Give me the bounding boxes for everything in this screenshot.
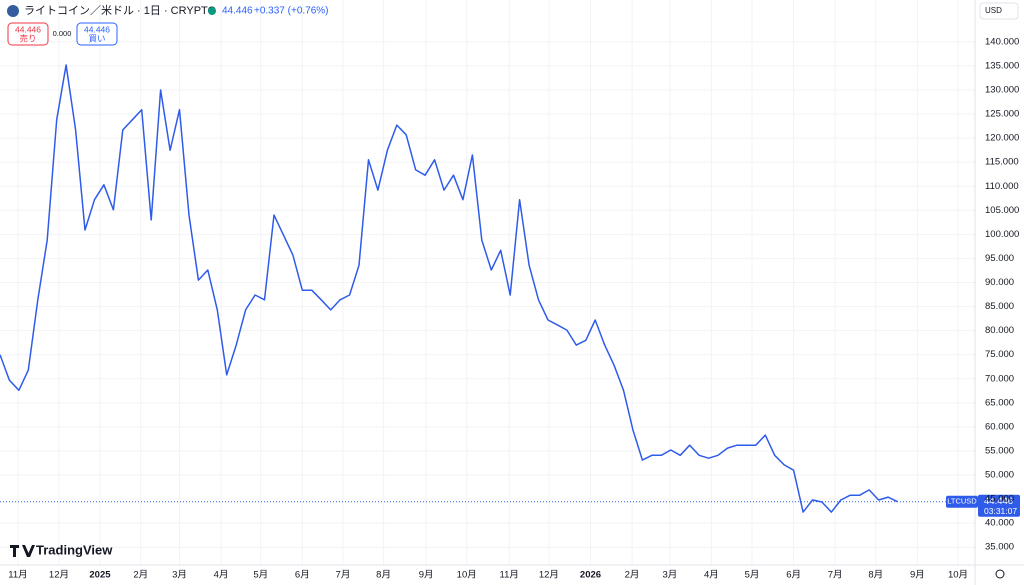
price-tag-box (978, 494, 1020, 517)
symbol-title: ライトコイン／米ドル · 1日 · CRYPTO (24, 4, 217, 17)
x-tick-label: 12月 (539, 570, 559, 581)
x-tick-label: 9月 (910, 570, 925, 581)
x-tick-label: 11月 (500, 570, 519, 581)
y-tick-label: 55.000 (985, 445, 1014, 456)
y-tick-label: 125.000 (985, 109, 1019, 120)
x-tick-label: 4月 (214, 570, 229, 581)
symbol-tag (946, 495, 978, 508)
x-tick-label: 8月 (376, 570, 391, 581)
y-tick-label: 70.000 (985, 373, 1014, 384)
price-tag-countdown: 03:31:07 (984, 506, 1017, 516)
y-tick-label: 105.000 (985, 205, 1019, 216)
y-tick-label: 110.000 (985, 181, 1019, 192)
buy-button[interactable] (76, 22, 118, 46)
y-tick-label: 115.000 (985, 157, 1019, 168)
spread: 0.000 (53, 29, 72, 38)
market-status (208, 7, 216, 15)
x-tick-label: 11月 (8, 570, 27, 581)
y-tick-label: 50.000 (985, 470, 1014, 481)
x-tick-label: 7月 (828, 570, 843, 581)
x-tick-label: 9月 (419, 570, 434, 581)
y-tick-label: 120.000 (985, 133, 1019, 144)
logo-mark (10, 545, 35, 557)
last-price: 44.446 (222, 6, 253, 17)
x-tick-label: 7月 (336, 570, 351, 581)
price-line (0, 64, 898, 513)
price-tag-value: 44.446 (984, 496, 1013, 507)
x-tick-label: 3月 (662, 570, 677, 581)
plot (0, 64, 975, 513)
y-tick-label: 130.000 (985, 85, 1019, 96)
x-tick-label: 5月 (745, 570, 760, 581)
x-tick-label: 2025 (89, 570, 111, 581)
y-tick-label: 45.000 (985, 494, 1014, 505)
sell-button[interactable] (7, 22, 49, 46)
price-change: +0.337 (+0.76%) (254, 6, 329, 17)
x-tick-label: 8月 (868, 570, 883, 581)
y-tick-label: 95.000 (985, 253, 1014, 264)
logo-text: TradingView (36, 542, 113, 557)
y-tick-label: 40.000 (985, 518, 1014, 529)
buy-label: 買い (88, 33, 105, 43)
x-tick-label: 3月 (172, 570, 187, 581)
x-tick-label: 2月 (133, 570, 148, 581)
x-tick-label: 2月 (625, 570, 640, 581)
y-tick-label: 85.000 (985, 301, 1014, 312)
currency-button[interactable] (979, 2, 1019, 20)
y-tick-label: 140.000 (985, 36, 1019, 47)
x-tick-label: 4月 (704, 570, 719, 581)
y-tick-label: 80.000 (985, 325, 1014, 336)
y-tick-label: 100.000 (985, 229, 1019, 240)
sell-price: 44.446 (15, 24, 41, 34)
x-tick-label: 6月 (786, 570, 801, 581)
x-tick-label: 10月 (457, 570, 477, 581)
x-tick-label: 2026 (580, 570, 601, 581)
symbol-tag-text: LTCUSD (947, 497, 977, 506)
sell-label: 売り (19, 33, 36, 43)
buy-price: 44.446 (84, 24, 110, 34)
y-tick-label: 90.000 (985, 277, 1014, 288)
x-tick-label: 12月 (49, 570, 69, 581)
x-tick-label: 10月 (948, 570, 968, 581)
coin-icon (7, 5, 19, 17)
y-tick-label: 60.000 (985, 421, 1014, 432)
x-tick-label: 6月 (295, 570, 310, 581)
x-tick-label: 5月 (253, 570, 268, 581)
y-tick-label: 65.000 (985, 397, 1014, 408)
settings-icon[interactable] (995, 569, 1005, 579)
y-tick-label: 35.000 (985, 542, 1014, 553)
currency: USD (985, 6, 1002, 15)
y-tick-label: 135.000 (985, 60, 1019, 71)
y-tick-label: 75.000 (985, 349, 1014, 360)
